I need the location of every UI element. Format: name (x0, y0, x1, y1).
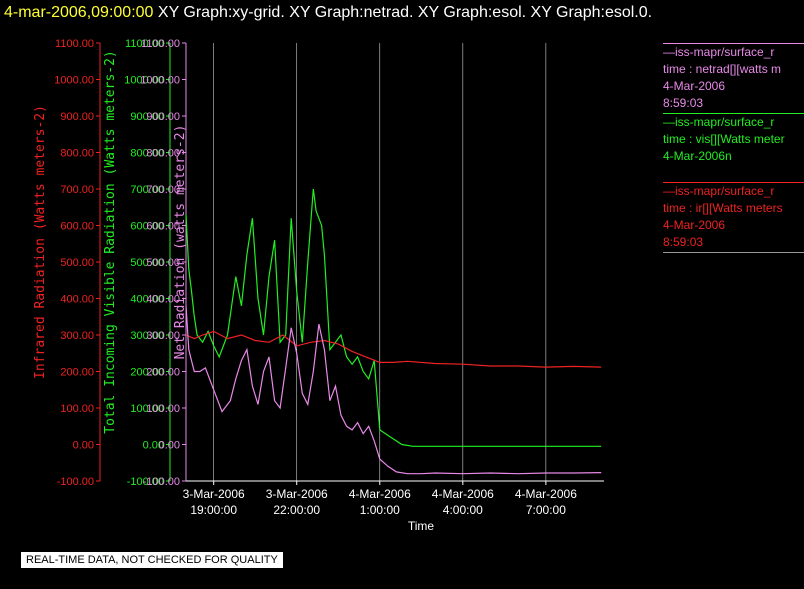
y-tick-label: 0.00 (159, 440, 180, 452)
y-axis-label: Infrared Radiation (Watts meters-2) (33, 105, 48, 379)
y-tick-label: 900.00 (130, 111, 164, 123)
y-tick-label: 200.00 (130, 367, 164, 379)
y-tick-label: 900.00 (146, 111, 180, 123)
series-line-ir (185, 330, 602, 368)
legend-netrad-var: time : netrad[][watts m (663, 62, 782, 76)
x-tick-label: 4-Mar-2006 (349, 487, 411, 501)
y-tick-label: 800.00 (146, 148, 180, 160)
legend-ir: —iss-mapr/surface_r time : ir[][Watts me… (663, 182, 804, 253)
y-tick-label: 1100.00 (125, 38, 164, 50)
x-tick-label: 3-Mar-2006 (183, 487, 245, 501)
y-tick-label: 700.00 (146, 184, 180, 196)
x-tick-label: 3-Mar-2006 (266, 487, 328, 501)
graph-titles: XY Graph:xy-grid. XY Graph:netrad. XY Gr… (157, 4, 653, 21)
y-tick-label: 100.00 (130, 403, 164, 415)
y-tick-label: 500.00 (146, 257, 180, 269)
y-tick-label: 300.00 (60, 330, 94, 342)
x-tick-label: 7:00:00 (526, 503, 566, 517)
y-tick-label: 700.00 (130, 184, 164, 196)
timestamp: 4-mar-2006,09:00:00 (4, 4, 154, 21)
y-tick-label: 600.00 (146, 221, 180, 233)
legend-netrad-source: —iss-mapr/surface_r (663, 45, 775, 59)
x-axis-label: Time (408, 519, 435, 533)
x-tick-label: 19:00:00 (190, 503, 237, 517)
y-tick-label: -100.00 (127, 476, 164, 488)
y-tick-label: 1000.00 (124, 75, 164, 87)
y-tick-label: 700.00 (60, 184, 94, 196)
y-tick-label: 0.00 (143, 440, 164, 452)
quality-disclaimer: REAL-TIME DATA, NOT CHECKED FOR QUALITY (21, 552, 283, 568)
legend-ir-time: 8:59:03 (663, 235, 704, 249)
legend-vis: —iss-mapr/surface_r time : vis[][Watts m… (663, 113, 804, 165)
y-tick-label: 1100.00 (141, 38, 180, 50)
x-tick-label: 1:00:00 (360, 503, 400, 517)
legend-ir-var: time : ir[][Watts meters (663, 201, 783, 215)
x-tick-label: 4-Mar-2006 (515, 487, 577, 501)
y-tick-label: 100.00 (146, 403, 180, 415)
legend-netrad-time: 8:59:03 (663, 96, 704, 110)
y-tick-label: 900.00 (60, 111, 94, 123)
y-tick-label: -100.00 (57, 476, 94, 488)
y-tick-label: -100.00 (143, 476, 180, 488)
x-tick-label: 22:00:00 (273, 503, 320, 517)
legend-netrad: —iss-mapr/surface_r time : netrad[][watt… (663, 43, 804, 112)
y-tick-label: 300.00 (146, 330, 180, 342)
y-tick-label: 500.00 (130, 257, 164, 269)
legend-ir-date: 4-Mar-2006 (663, 218, 726, 232)
y-tick-label: 600.00 (130, 221, 164, 233)
y-tick-label: 100.00 (60, 403, 94, 415)
x-tick-label: 4-Mar-2006 (432, 487, 494, 501)
series-line-vis (185, 188, 602, 447)
y-tick-label: 400.00 (60, 294, 94, 306)
y-tick-label: 600.00 (60, 221, 94, 233)
y-tick-label: 500.00 (60, 257, 94, 269)
y-tick-label: 300.00 (130, 330, 164, 342)
y-tick-label: 200.00 (146, 367, 180, 379)
legend-vis-source: —iss-mapr/surface_r (663, 115, 775, 129)
x-tick-label: 4:00:00 (443, 503, 483, 517)
y-tick-label: 200.00 (60, 367, 94, 379)
y-tick-label: 1100.00 (55, 38, 94, 50)
legend-vis-var: time : vis[][Watts meter (663, 132, 785, 146)
legend-vis-date: 4-Mar-2006n (663, 149, 732, 163)
chart-header: 4-mar-2006,09:00:00 XY Graph:xy-grid. XY… (4, 4, 652, 22)
y-tick-label: 1000.00 (54, 75, 94, 87)
y-tick-label: 0.00 (73, 440, 94, 452)
y-tick-label: 800.00 (130, 148, 164, 160)
y-tick-label: 400.00 (130, 294, 164, 306)
y-tick-label: 800.00 (60, 148, 94, 160)
legend-netrad-date: 4-Mar-2006 (663, 79, 726, 93)
y-tick-label: 1000.00 (140, 75, 180, 87)
series-line-netrad (185, 305, 602, 475)
y-axis-label: Net Radiation (watts meters-2) (173, 125, 188, 360)
legend-ir-source: —iss-mapr/surface_r (663, 184, 775, 198)
y-axis-label: Total Incoming Visible Radiation (Watts … (103, 50, 118, 434)
y-tick-label: 400.00 (146, 294, 180, 306)
